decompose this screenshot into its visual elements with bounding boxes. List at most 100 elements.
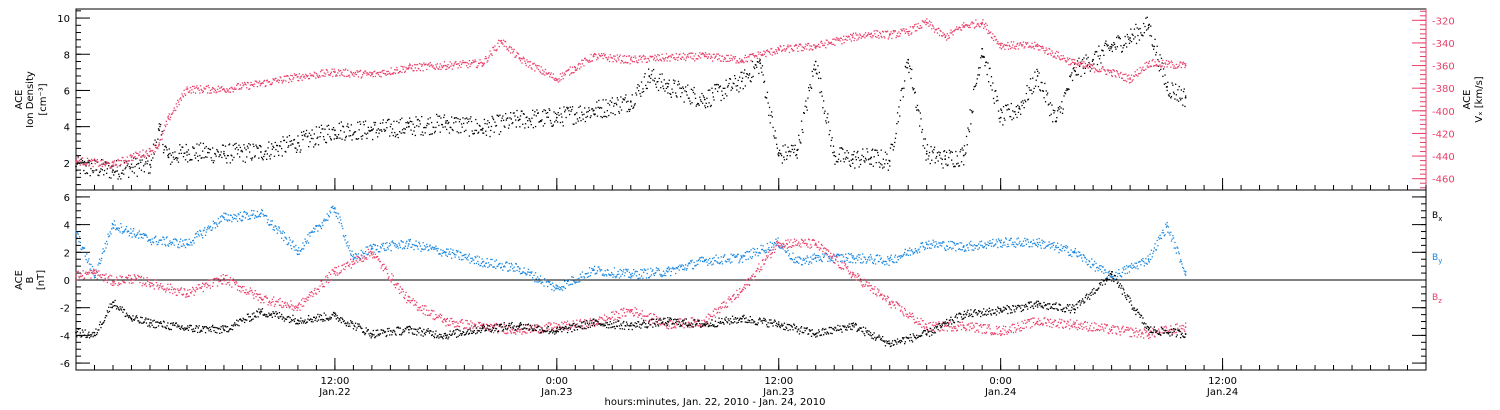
density-series-point	[436, 113, 438, 116]
density-series-point	[899, 99, 902, 101]
by-series-point	[1014, 241, 1016, 243]
by-series-point	[835, 254, 838, 257]
density-series-point	[414, 134, 416, 137]
density-series-point	[302, 138, 304, 141]
by-series-point	[258, 214, 261, 216]
density-series-point	[270, 153, 272, 156]
by-series-point	[261, 210, 264, 212]
by-series-point	[713, 256, 715, 259]
velocity-series-point	[314, 72, 316, 74]
density-series-point	[924, 138, 926, 140]
velocity-series-point	[577, 64, 579, 66]
density-series-point	[766, 91, 769, 93]
velocity-series-point	[405, 66, 407, 69]
by-series-point	[759, 252, 761, 254]
velocity-series-point	[1051, 50, 1053, 52]
velocity-series-point	[93, 159, 95, 161]
velocity-series-point	[123, 162, 126, 164]
by-series-point	[897, 259, 899, 261]
by-series-point	[1043, 247, 1045, 249]
velocity-series-point	[912, 27, 914, 29]
density-series-point	[489, 135, 491, 138]
velocity-series-point	[758, 58, 761, 60]
density-series-point	[882, 167, 884, 169]
density-series-point	[224, 145, 227, 147]
by-series-point	[948, 247, 951, 249]
density-series-point	[273, 146, 275, 149]
velocity-series-point	[489, 50, 491, 52]
velocity-series-point	[350, 71, 352, 73]
density-series-point	[714, 84, 716, 86]
by-series-point	[527, 271, 529, 273]
density-series-point	[638, 85, 640, 87]
velocity-series-point	[1010, 41, 1012, 43]
by-series-point	[603, 275, 605, 277]
density-series-point	[115, 160, 118, 162]
density-series-point	[742, 88, 744, 90]
by-series-point	[480, 264, 482, 267]
velocity-series-point	[1005, 44, 1007, 46]
density-series-point	[150, 166, 152, 168]
density-series-point	[311, 129, 313, 131]
density-series-point	[887, 169, 889, 171]
density-series-point	[447, 122, 449, 125]
by-series-point	[789, 258, 791, 260]
velocity-series-point	[519, 57, 521, 59]
by-series-point	[208, 228, 210, 230]
density-series-point	[81, 160, 84, 162]
velocity-series-point	[706, 53, 708, 56]
velocity-series-point	[1012, 41, 1015, 43]
density-series-point	[662, 87, 665, 90]
velocity-series-point	[935, 29, 937, 31]
by-series-point	[406, 240, 408, 242]
density-series-point	[1027, 98, 1030, 100]
velocity-series-point	[721, 55, 723, 57]
velocity-series-point	[411, 65, 414, 67]
density-series-point	[330, 138, 332, 140]
velocity-series-point	[234, 88, 236, 90]
velocity-series-point	[137, 152, 139, 155]
density-series-point	[481, 129, 483, 131]
by-series-point	[864, 258, 867, 260]
velocity-series-point	[175, 109, 177, 112]
velocity-series-point	[943, 34, 945, 36]
by-series-point	[357, 253, 360, 255]
velocity-series-point	[93, 158, 96, 160]
by-series-point	[751, 256, 754, 258]
velocity-series-point	[285, 80, 287, 82]
by-series-point	[1113, 278, 1115, 280]
velocity-series-point	[148, 147, 150, 150]
velocity-series-point	[607, 58, 609, 60]
by-series-point	[652, 269, 654, 271]
by-series-point	[556, 285, 558, 287]
density-series-point	[950, 150, 952, 153]
density-series-point	[611, 97, 613, 99]
velocity-series-point	[1027, 46, 1030, 48]
velocity-series-point	[1066, 60, 1068, 62]
by-series-point	[1158, 236, 1160, 238]
density-series-point	[317, 136, 319, 138]
density-series-point	[145, 161, 147, 163]
velocity-series-point	[481, 65, 483, 67]
density-series-point	[231, 155, 233, 157]
velocity-series-point	[633, 56, 635, 59]
velocity-series-point	[322, 69, 324, 71]
density-series-point	[715, 84, 717, 86]
velocity-series-point	[948, 35, 950, 37]
by-series-point	[815, 260, 818, 262]
by-series-anchor-point	[740, 256, 743, 259]
density-series-point	[321, 128, 323, 130]
density-series-point	[181, 146, 183, 148]
density-series-point	[833, 151, 835, 153]
density-series-point	[932, 152, 934, 154]
velocity-series-point	[1029, 45, 1031, 47]
density-series-point	[288, 135, 291, 137]
velocity-series-point	[751, 53, 753, 55]
by-series-point	[840, 260, 842, 263]
density-series-point	[1037, 85, 1040, 88]
by-series-point	[464, 256, 466, 259]
density-series-point	[140, 169, 143, 171]
density-series-point	[990, 76, 993, 78]
by-series-point	[734, 256, 736, 258]
velocity-series-point	[977, 22, 979, 25]
